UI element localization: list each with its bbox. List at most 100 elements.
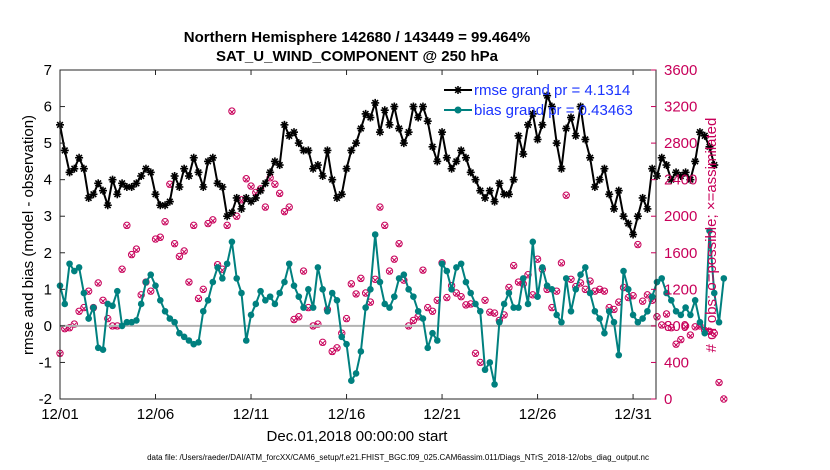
rmse-point xyxy=(380,106,389,115)
bias-point xyxy=(324,307,331,315)
obs-assimilated-point xyxy=(320,340,326,346)
obs-assimilated-point xyxy=(367,300,373,306)
rmse-point xyxy=(633,212,642,221)
obs-assimilated-point xyxy=(640,299,646,305)
obs-assimilated-point xyxy=(692,325,698,331)
y-tick-label-right: 1600 xyxy=(664,245,697,262)
plot-frame xyxy=(59,69,657,400)
obs-possible-point xyxy=(595,285,604,294)
rmse-point xyxy=(161,201,170,210)
legend-marker-rmse xyxy=(454,86,462,94)
obs-assimilated-point xyxy=(673,342,679,348)
rmse-point xyxy=(371,98,380,107)
rmse-point xyxy=(629,230,638,239)
obs-possible-point xyxy=(333,344,341,352)
rmse-point xyxy=(251,193,260,202)
obs-possible-point xyxy=(490,309,499,317)
rmse-point xyxy=(652,172,661,181)
bias-point xyxy=(529,238,537,246)
rmse-point xyxy=(524,120,533,129)
bias-point xyxy=(199,307,207,315)
obs-assimilated-point xyxy=(358,276,364,282)
bias-point xyxy=(682,304,689,311)
bias-point xyxy=(71,267,78,275)
rmse-point xyxy=(519,150,528,159)
x-tick-label: 12/26 xyxy=(519,406,557,423)
bias-point xyxy=(706,227,713,235)
bias-point xyxy=(519,275,527,282)
x-tick-label: 12/31 xyxy=(614,406,652,423)
bias-point xyxy=(285,260,293,268)
y-tick-label: 3 xyxy=(44,208,52,225)
obs-assimilated-point xyxy=(482,298,488,304)
rmse-point xyxy=(418,102,427,111)
obs-possible-point xyxy=(271,180,279,188)
bias-point xyxy=(443,267,451,275)
x-axis-label: Dec.01,2018 00:00:00 start xyxy=(267,428,449,445)
obs-assimilated-point xyxy=(181,249,187,255)
rmse-point xyxy=(691,157,700,166)
rmse-point xyxy=(586,153,595,162)
obs-assimilated-point xyxy=(382,223,388,229)
rmse-point xyxy=(667,175,676,184)
rmse-point xyxy=(552,139,561,148)
rmse-point xyxy=(428,142,437,151)
bias-point xyxy=(309,304,317,311)
y-tick-label: 2 xyxy=(44,245,52,262)
rmse-series xyxy=(56,91,719,239)
bias-point xyxy=(247,311,255,319)
bias-point xyxy=(553,311,560,319)
obs-assimilated-point xyxy=(463,303,469,309)
obs-assimilated-point xyxy=(291,317,297,323)
obs-assimilated-point xyxy=(81,305,87,312)
obs-possible-point xyxy=(261,203,270,211)
rmse-point xyxy=(695,128,704,137)
obs-assimilated-point xyxy=(530,293,536,299)
obs-assimilated-point xyxy=(66,326,73,332)
obs-assimilated-point xyxy=(420,268,426,274)
obs-assimilated-point xyxy=(410,318,416,324)
bias-point xyxy=(496,318,503,326)
obs-possible-point xyxy=(376,203,384,211)
bias-point xyxy=(66,260,73,268)
obs-possible-point xyxy=(457,292,465,301)
obs-assimilated-point xyxy=(191,223,197,229)
obs-possible-point xyxy=(452,289,461,297)
rmse-point xyxy=(366,113,375,122)
bias-point xyxy=(362,304,369,311)
obs-assimilated-point xyxy=(425,305,431,312)
obs-assimilated-point xyxy=(706,329,713,335)
y-tick-label-right: 3600 xyxy=(664,62,697,79)
obs-assimilated-point xyxy=(711,331,717,337)
rmse-point xyxy=(447,164,456,173)
rmse-point xyxy=(165,197,174,206)
bias-point xyxy=(419,315,427,322)
rmse-point xyxy=(180,164,189,173)
obs-possible-point xyxy=(242,175,250,183)
obs-assimilated-point xyxy=(95,281,101,287)
bias-point xyxy=(305,286,312,293)
rmse-point xyxy=(70,164,79,173)
y-tick-label: -1 xyxy=(39,354,52,371)
obs-possible-point xyxy=(318,338,327,347)
obs-possible-point xyxy=(381,221,389,230)
obs-assimilated-point xyxy=(205,221,211,228)
bias-point xyxy=(123,318,131,326)
obs-assimilated-point xyxy=(568,277,574,283)
rmse-point xyxy=(557,164,566,173)
obs-possible-point xyxy=(562,191,570,199)
bias-point xyxy=(61,300,69,308)
rmse-point xyxy=(609,204,618,213)
y-tick-label: 7 xyxy=(44,62,52,79)
obs-assimilated-point xyxy=(535,257,541,263)
rmse-point xyxy=(256,186,265,195)
bias-point xyxy=(629,311,637,319)
bias-point xyxy=(171,318,178,326)
obs-assimilated-point xyxy=(544,287,550,293)
obs-assimilated-point xyxy=(506,285,512,291)
obs-possible-point xyxy=(672,340,680,348)
bias-point xyxy=(610,318,618,326)
bias-point xyxy=(457,260,465,268)
obs-assimilated-point xyxy=(210,218,216,224)
